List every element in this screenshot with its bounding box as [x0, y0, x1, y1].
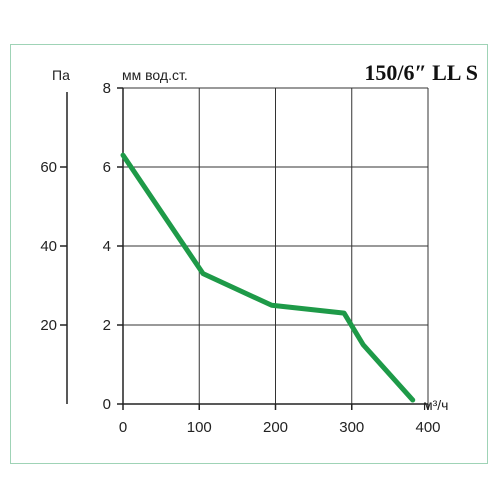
- x-tick-label: 200: [263, 419, 288, 436]
- y-axis-label: мм вод.ст.: [122, 67, 188, 83]
- y-tick-label: 6: [103, 159, 111, 176]
- x-tick-label: 400: [415, 419, 440, 436]
- secondary-y-axis-label: Па: [52, 67, 70, 83]
- y-tick-label: 8: [103, 80, 111, 97]
- x-axis-label: м³/ч: [423, 397, 448, 413]
- chart-title: 150/6″ LL S: [364, 60, 478, 85]
- series-line: [120, 152, 416, 403]
- x-tick-label: 0: [119, 419, 127, 436]
- secondary-y-tick-label: 60: [40, 159, 57, 176]
- y-tick-label: 4: [103, 238, 111, 255]
- secondary-y-tick-label: 40: [40, 238, 57, 255]
- secondary-y-tick-label: 20: [40, 317, 57, 334]
- grid: [60, 87, 429, 410]
- y-tick-label: 2: [103, 317, 111, 334]
- series-layer: [120, 152, 416, 403]
- y-tick-label: 0: [103, 396, 111, 413]
- axes: [66, 88, 428, 405]
- tick-labels: 0 100 200 300 400 0 2 4 6 8 20 40 60: [40, 80, 440, 436]
- x-tick-label: 100: [187, 419, 212, 436]
- x-tick-label: 300: [339, 419, 364, 436]
